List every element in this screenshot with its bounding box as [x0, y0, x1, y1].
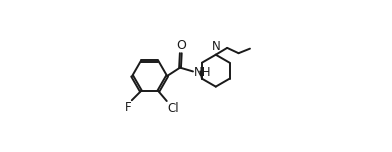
Text: NH: NH [194, 66, 211, 79]
Text: N: N [211, 40, 220, 53]
Text: F: F [125, 101, 131, 114]
Text: Cl: Cl [167, 102, 179, 115]
Text: O: O [176, 39, 186, 52]
